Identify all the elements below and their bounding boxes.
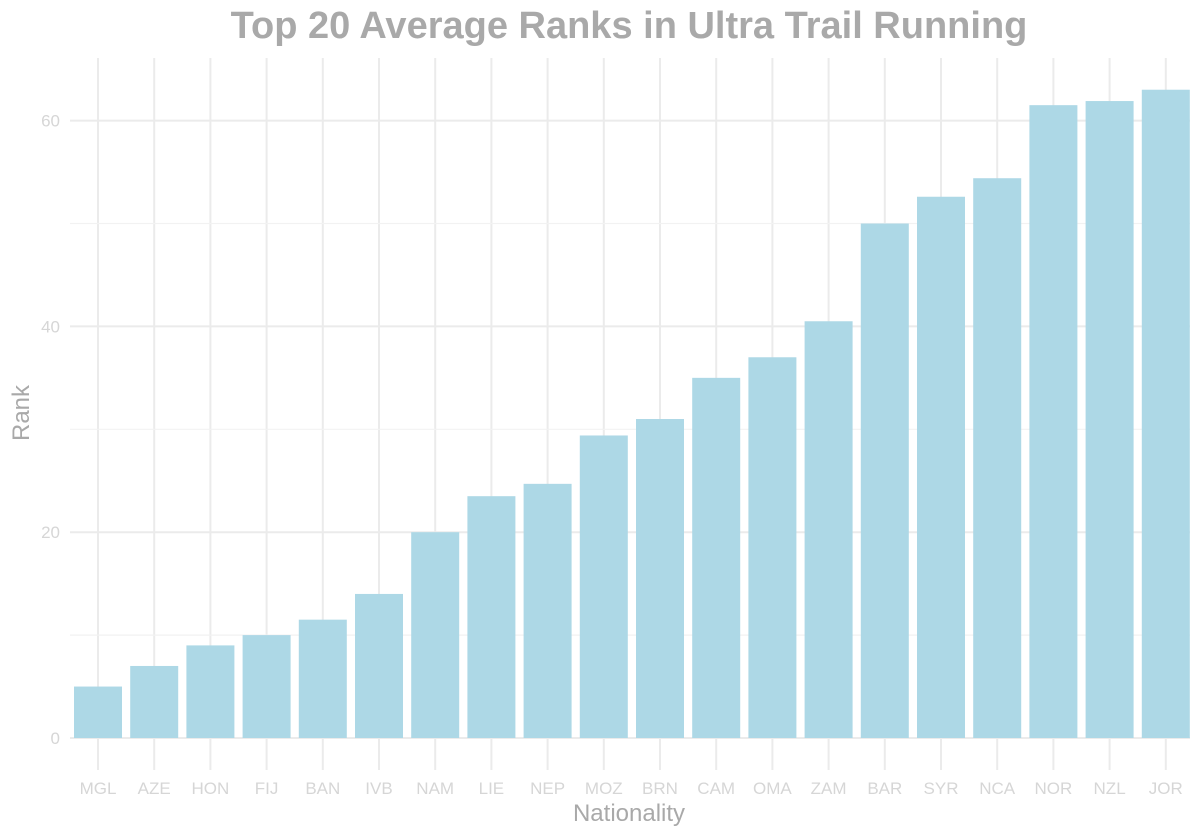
x-tick-labels: MGL AZE HON FIJ BAN IVB NAM LIE NEP MOZ BRN CAM OMA Z…: [80, 779, 1183, 798]
x-tick-label: NZL: [1094, 779, 1126, 798]
bar-mgl: [74, 686, 122, 738]
bar-moz: [579, 435, 628, 738]
x-tick-label: ZAM: [811, 779, 847, 798]
x-tick-label: AZE: [138, 779, 171, 798]
x-tick-label: JOR: [1149, 779, 1183, 798]
x-tick-label: MOZ: [585, 779, 623, 798]
x-tick-label: IVB: [365, 779, 392, 798]
bar-ivb: [355, 593, 403, 738]
bar-brn: [636, 419, 684, 738]
bar-nzl: [1085, 101, 1134, 738]
x-tick-label: MGL: [80, 779, 117, 798]
bar-fij: [242, 635, 291, 738]
x-tick-label: CAM: [697, 779, 735, 798]
x-axis-title: Nationality: [573, 800, 685, 827]
bar-nep: [523, 483, 572, 738]
bar-aze: [130, 665, 179, 738]
x-tick-label: OMA: [753, 779, 792, 798]
x-tick-label: NOR: [1035, 779, 1073, 798]
x-tick-label: NEP: [530, 779, 565, 798]
y-tick-label: 60: [41, 112, 60, 131]
bar-syr: [917, 196, 965, 739]
y-tick-label: 20: [41, 523, 60, 542]
bar-bar: [860, 223, 909, 738]
x-tick-label: HON: [192, 779, 230, 798]
x-tick-label: SYR: [924, 779, 959, 798]
grid-layer: [70, 58, 1190, 770]
x-tick-label: NAM: [416, 779, 454, 798]
x-tick-label: NCA: [979, 779, 1016, 798]
bar-ban: [298, 619, 347, 738]
bar-cam: [692, 377, 741, 738]
bar-oma: [748, 357, 797, 738]
y-tick-label: 0: [51, 729, 60, 748]
bar-nor: [1029, 105, 1078, 739]
bar-jor: [1141, 89, 1190, 739]
x-tick-label: LIE: [479, 779, 505, 798]
x-tick-label: FIJ: [255, 779, 279, 798]
bar-nca: [973, 178, 1022, 738]
chart-title: Top 20 Average Ranks in Ultra Trail Runn…: [231, 5, 1028, 47]
bar-lie: [467, 496, 516, 738]
x-tick-label: BRN: [642, 779, 678, 798]
bar-hon: [186, 645, 235, 738]
y-tick-labels: 0 20 40 60: [41, 112, 60, 748]
bar-layer: [74, 89, 1190, 739]
bar-zam: [804, 321, 853, 738]
x-tick-label: BAN: [305, 779, 340, 798]
y-tick-label: 40: [41, 317, 60, 336]
y-axis-title: Rank: [8, 384, 35, 441]
x-tick-label: BAR: [867, 779, 902, 798]
bar-nam: [411, 532, 460, 738]
